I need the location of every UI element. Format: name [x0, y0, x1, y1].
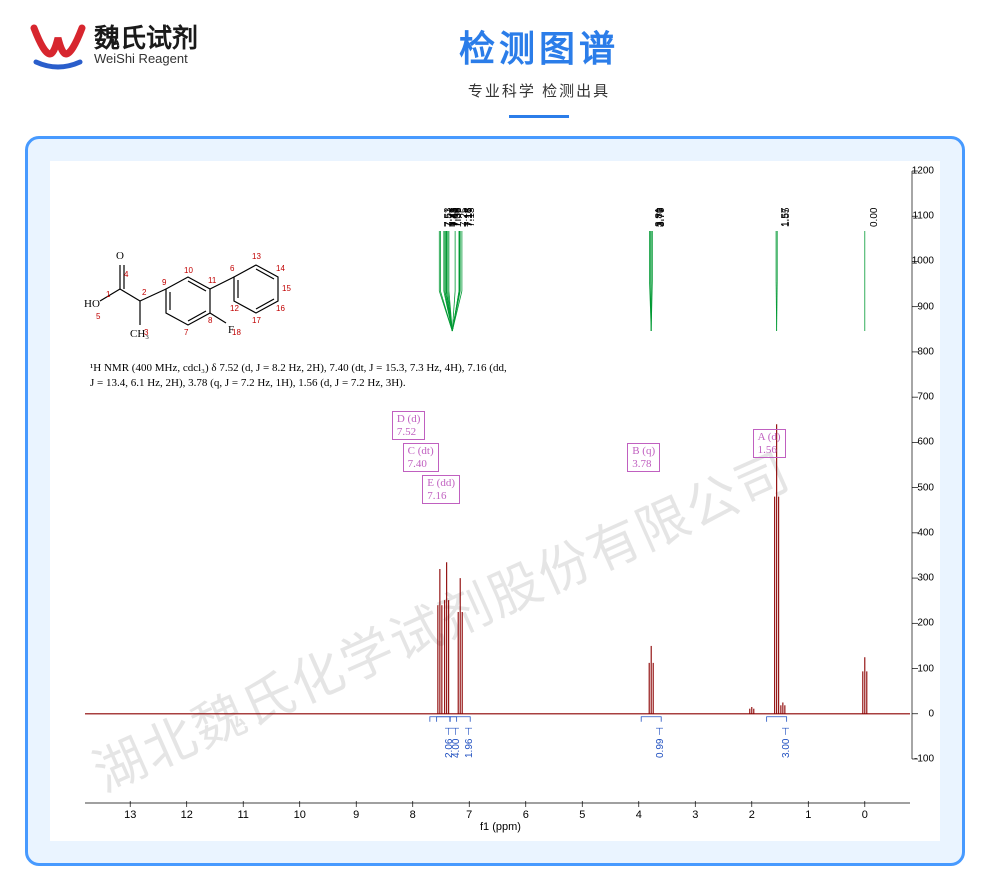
x-tick: 13	[124, 809, 136, 821]
x-tick: 7	[466, 809, 472, 821]
spectrum-frame: O HO CH₃ F 415 23 91011 87 61314 151617 …	[25, 136, 965, 866]
nmr-spectrum-chart	[50, 161, 938, 841]
peak-box-e: E (dd)7.16	[422, 475, 460, 504]
x-tick: 6	[523, 809, 529, 821]
y-tick: 900	[917, 301, 934, 312]
page-subtitle: 专业科学 检测出具	[118, 80, 960, 101]
x-axis-label: f1 (ppm)	[480, 821, 521, 833]
y-tick: 1000	[912, 256, 934, 267]
y-tick: 700	[917, 392, 934, 403]
peak-chemshift-label: 7.13	[466, 208, 477, 227]
y-tick: 200	[917, 618, 934, 629]
page-title: 检测图谱	[118, 20, 960, 72]
x-tick: 4	[636, 809, 642, 821]
integral-value: 1.96 ⊣	[464, 727, 475, 758]
x-tick: 12	[181, 809, 193, 821]
integral-value: 4.00 ⊣	[451, 727, 462, 758]
title-underline	[509, 115, 569, 118]
peak-box-b: B (q)3.78	[627, 443, 660, 472]
x-tick: 2	[749, 809, 755, 821]
peak-box-c: C (dt)7.40	[403, 443, 439, 472]
y-tick: 400	[917, 527, 934, 538]
y-tick: 800	[917, 346, 934, 357]
x-tick: 10	[294, 809, 306, 821]
x-tick: 11	[238, 809, 249, 821]
y-tick: 500	[917, 482, 934, 493]
x-tick: 8	[410, 809, 416, 821]
peak-chemshift-label: 3.76	[656, 208, 667, 227]
y-tick: 600	[917, 437, 934, 448]
integral-value: 3.00 ⊣	[781, 727, 792, 758]
y-tick: 300	[917, 573, 934, 584]
peak-chemshift-label: 1.55	[781, 208, 792, 227]
integral-value: 0.99 ⊣	[655, 727, 666, 758]
logo-icon	[30, 20, 86, 72]
page-header: 魏氏试剂 WeiShi Reagent 检测图谱 专业科学 检测出具	[0, 0, 990, 118]
x-tick: 5	[579, 809, 585, 821]
peak-chemshift-label: 0.00	[869, 208, 880, 227]
y-tick: 1100	[912, 211, 934, 222]
x-tick: 3	[692, 809, 698, 821]
peak-box-d: D (d)7.52	[392, 411, 426, 440]
y-tick: -100	[914, 754, 934, 765]
x-tick: 1	[805, 809, 811, 821]
y-tick: 100	[917, 663, 934, 674]
x-tick: 9	[353, 809, 359, 821]
plot-area: O HO CH₃ F 415 23 91011 87 61314 151617 …	[50, 161, 940, 841]
peak-box-a: A (d)1.56	[753, 429, 786, 458]
x-tick: 0	[862, 809, 868, 821]
y-tick: 1200	[912, 166, 934, 177]
y-tick: 0	[928, 708, 934, 719]
title-block: 检测图谱 专业科学 检测出具	[118, 20, 960, 118]
